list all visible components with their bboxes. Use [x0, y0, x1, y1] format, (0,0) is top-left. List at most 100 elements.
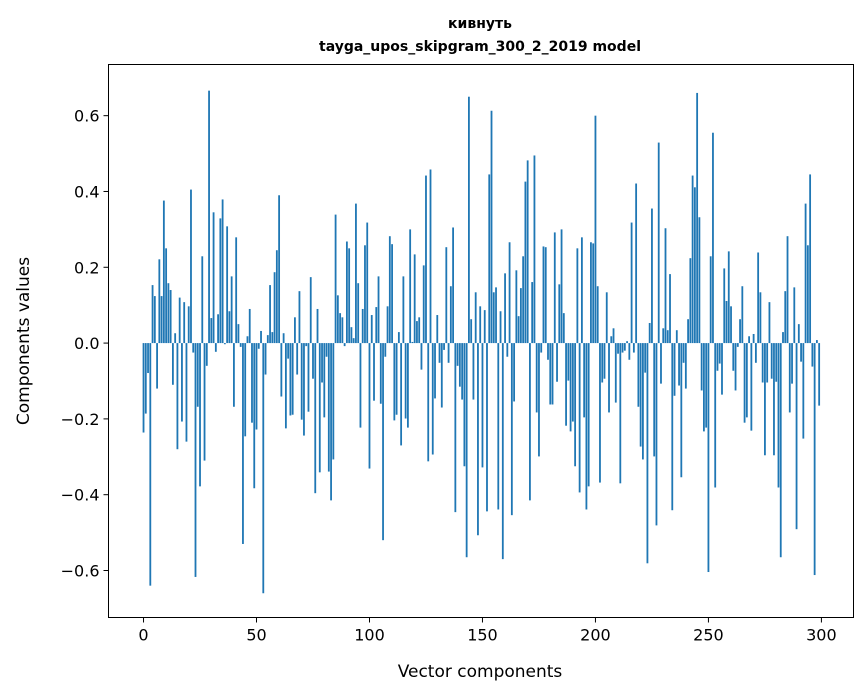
bar-164	[513, 343, 516, 402]
bar-296	[811, 343, 814, 367]
bar-41	[235, 237, 238, 344]
bar-297	[813, 343, 816, 576]
bar-150	[481, 343, 484, 468]
bar-291	[800, 343, 802, 362]
bar-17	[181, 343, 183, 422]
bar-20	[187, 306, 190, 344]
bar-159	[501, 343, 504, 560]
bar-89	[343, 343, 346, 347]
bar-36	[223, 343, 226, 345]
y-tick-label: 0.6	[74, 107, 99, 126]
bar-149	[479, 306, 482, 344]
bar-268	[748, 336, 751, 344]
bar-48	[251, 343, 253, 423]
bar-208	[612, 328, 615, 344]
bar-210	[617, 343, 619, 354]
bar-288	[793, 287, 796, 344]
bar-298	[815, 340, 818, 344]
bar-102	[373, 343, 375, 401]
bar-190	[571, 343, 574, 422]
bar-99	[366, 222, 369, 344]
bar-85	[334, 214, 337, 344]
bar-114	[400, 343, 403, 446]
bar-40	[233, 343, 235, 407]
x-tick-label: 100	[354, 626, 385, 645]
bar-275	[764, 343, 766, 456]
chart-title-line2: tayga_upos_skipgram_300_2_2019 model	[319, 39, 641, 55]
bar-241	[687, 319, 689, 344]
bar-93	[352, 338, 355, 344]
bar-201	[596, 286, 599, 344]
x-axis-ticks: 0 50 100 150 200 250 300	[138, 617, 837, 645]
bar-173	[533, 155, 536, 344]
bar-78	[318, 343, 321, 473]
bar-124	[422, 265, 425, 344]
bar-56	[269, 285, 271, 344]
bar-243	[691, 175, 694, 344]
bar-121	[416, 321, 418, 344]
bar-127	[429, 169, 432, 344]
bar-177	[542, 246, 545, 344]
bar-198	[590, 242, 592, 344]
bar-166	[517, 316, 520, 344]
bar-147	[474, 292, 477, 344]
bar-195	[583, 343, 586, 418]
bar-244	[693, 187, 696, 344]
bar-8	[160, 296, 163, 344]
bar-206	[608, 343, 610, 413]
bar-97	[361, 308, 364, 344]
bar-88	[341, 317, 344, 344]
bar-142	[463, 343, 466, 467]
x-tick-label: 300	[806, 626, 837, 645]
bar-64	[287, 343, 290, 359]
bar-196	[585, 343, 588, 510]
bar-95	[357, 283, 360, 344]
bar-265	[741, 286, 744, 344]
bar-130	[436, 315, 439, 344]
bar-218	[635, 183, 638, 344]
bar-256	[721, 343, 723, 395]
bar-249	[705, 343, 708, 428]
bar-101	[370, 315, 373, 344]
bar-229	[660, 343, 662, 384]
bar-146	[472, 343, 475, 400]
bar-236	[675, 330, 678, 344]
bars-group	[142, 90, 821, 594]
bar-279	[773, 343, 775, 456]
bar-204	[603, 343, 606, 379]
bar-9	[162, 200, 165, 344]
bar-169	[524, 181, 527, 344]
bar-14	[174, 333, 177, 344]
bar-100	[368, 343, 371, 469]
y-tick-label: 0.0	[74, 334, 99, 353]
bar-181	[551, 343, 554, 405]
bar-192	[576, 248, 579, 344]
bar-242	[689, 258, 692, 344]
bar-132	[440, 343, 443, 408]
bar-69	[298, 291, 301, 344]
bar-180	[549, 343, 552, 405]
bar-299	[818, 343, 821, 406]
bar-19	[185, 343, 188, 442]
bar-202	[599, 343, 601, 483]
bar-27	[203, 343, 206, 461]
bar-274	[761, 343, 764, 383]
bar-15	[176, 343, 179, 450]
bar-70	[300, 343, 303, 420]
bar-154	[490, 110, 493, 344]
bar-58	[273, 272, 276, 344]
bar-289	[795, 343, 798, 530]
bar-34	[219, 218, 222, 344]
bar-10	[165, 248, 168, 344]
bar-67	[294, 317, 296, 344]
x-tick-label: 250	[693, 626, 724, 645]
y-axis-label: Components values	[14, 257, 34, 425]
bar-11	[167, 283, 170, 344]
bar-55	[266, 335, 269, 344]
bar-200	[594, 115, 597, 344]
x-tick-label: 200	[580, 626, 611, 645]
bar-6	[156, 343, 158, 389]
bar-23	[194, 343, 197, 577]
bar-49	[253, 343, 256, 489]
bar-32	[214, 343, 217, 352]
